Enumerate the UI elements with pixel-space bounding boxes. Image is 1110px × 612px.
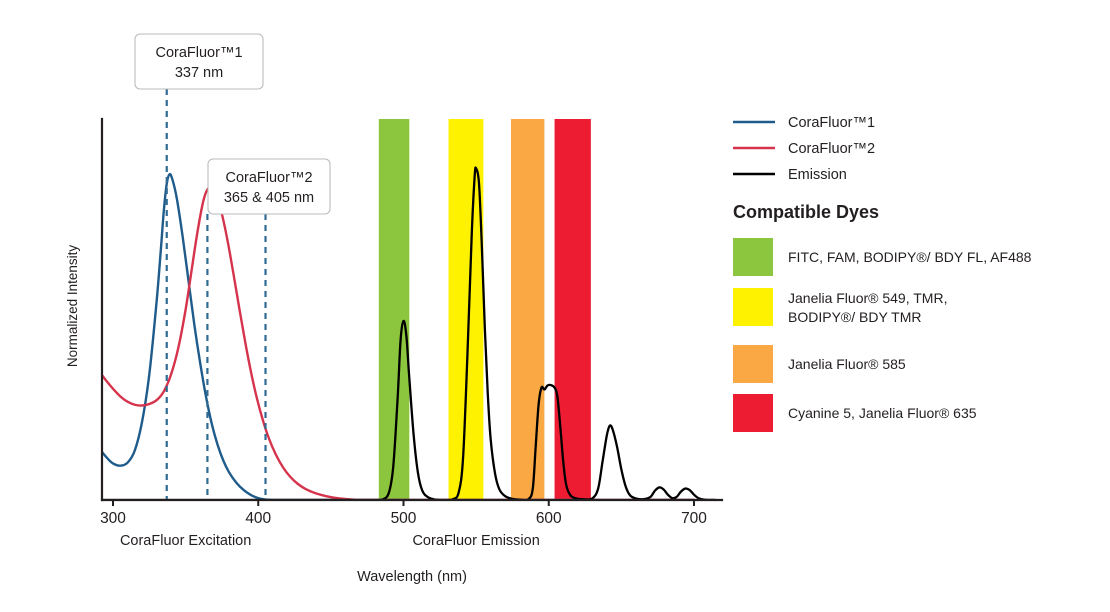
region-label-2: CoraFluor Emission [412, 533, 539, 549]
spectral-curves [102, 166, 717, 500]
axes: 300 400 500 600 700 CoraFluor Excitation CoraF… [100, 117, 724, 549]
x-tick-label-400: 400 [245, 510, 271, 527]
dye-swatch-2 [733, 288, 773, 326]
curve-excitation-1 [102, 172, 696, 500]
compatible-dyes-heading: Compatible Dyes [733, 202, 879, 222]
x-tick-label-300: 300 [100, 510, 126, 527]
curve-emission [102, 166, 717, 500]
excitation-markers: CoraFluor™1 337 nm CoraFluor™2 365 & 405 nm [134, 33, 331, 500]
dye-label-3-line-1: Janelia Fluor® 585 [788, 356, 906, 372]
dye-label-4-line-1: Cyanine 5, Janelia Fluor® 635 [788, 405, 977, 421]
dye-swatch-4 [733, 394, 773, 432]
region-label-1: CoraFluor Excitation [120, 533, 251, 549]
callout-value: 337 nm [175, 65, 223, 81]
legend-label-2: CoraFluor™2 [788, 141, 875, 157]
orange-band [510, 119, 545, 500]
legend-label-3: Emission [788, 167, 847, 183]
callout-title: CoraFluor™2 [225, 170, 312, 186]
yellow-band [448, 119, 484, 500]
callout-1: CoraFluor™1 337 nm [134, 33, 264, 90]
callout-value: 365 & 405 nm [224, 190, 314, 206]
callout-2: CoraFluor™2 365 & 405 nm [207, 158, 331, 215]
callout-box [207, 158, 331, 215]
x-axis-title: Wavelength (nm) [357, 569, 467, 585]
dye-label-2-line-1: Janelia Fluor® 549, TMR, [788, 290, 947, 306]
legend-label-1: CoraFluor™1 [788, 115, 875, 131]
dye-label-2-line-2: BODIPY®/ BDY TMR [788, 309, 922, 325]
curve-excitation-2 [102, 185, 696, 500]
x-tick-label-500: 500 [391, 510, 417, 527]
callout-title: CoraFluor™1 [155, 45, 242, 61]
dye-label-1-line-1: FITC, FAM, BODIPY®/ BDY FL, AF488 [788, 249, 1032, 265]
x-tick-label-700: 700 [681, 510, 707, 527]
red-band [554, 119, 591, 500]
dye-swatch-1 [733, 238, 773, 276]
callout-box [134, 33, 264, 90]
green-band [378, 119, 410, 500]
x-tick-label-600: 600 [536, 510, 562, 527]
dye-swatch-3 [733, 345, 773, 383]
legend: CoraFluor™1 CoraFluor™2 Emission Compatible… [733, 115, 1032, 432]
y-axis-title: Normalized Intensity [65, 245, 80, 368]
